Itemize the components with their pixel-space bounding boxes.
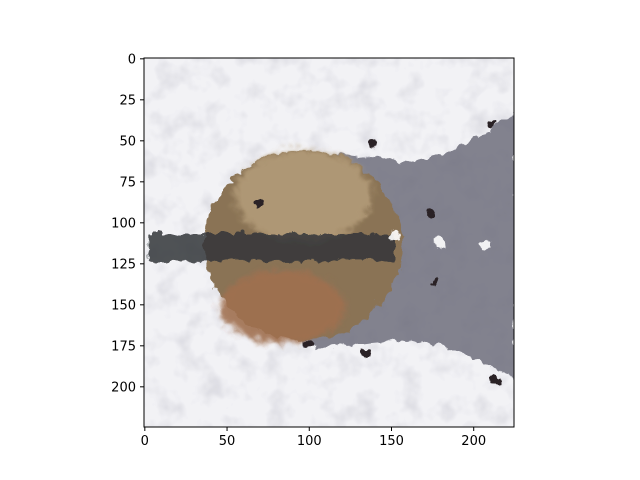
bright-glint <box>432 234 443 245</box>
x-tick-label: 50 <box>219 434 236 449</box>
y-tick-label: 150 <box>111 298 136 313</box>
y-tick-label: 125 <box>111 257 136 272</box>
y-tick-label: 50 <box>119 134 136 149</box>
dark-spot <box>251 195 262 204</box>
dark-spot <box>483 117 494 126</box>
dark-spot <box>365 136 376 145</box>
dark-spot <box>422 207 433 216</box>
dark-spot <box>488 374 499 383</box>
y-tick-label: 0 <box>128 52 136 67</box>
dark-spot <box>358 346 369 355</box>
x-tick-label: 0 <box>141 434 149 449</box>
bright-glint <box>386 227 397 238</box>
y-tick-label: 75 <box>119 175 136 190</box>
plot-frame <box>143 57 515 428</box>
upper-highlight <box>231 147 371 240</box>
dark-spot <box>427 276 438 285</box>
y-tick-label: 200 <box>111 380 136 395</box>
x-tick-label: 150 <box>379 434 404 449</box>
y-tick-label: 25 <box>119 93 136 108</box>
axes: 0 50 100 150 200 0 25 50 75 100 125 150 175 200 <box>111 52 515 449</box>
dark-spot <box>300 338 311 347</box>
image-content <box>144 58 514 427</box>
dark-stripe <box>144 231 392 259</box>
y-tick-label: 100 <box>111 216 136 231</box>
bright-glint <box>476 237 487 248</box>
y-tick-label: 175 <box>111 339 136 354</box>
x-tick-label: 100 <box>297 434 322 449</box>
x-tick-label: 200 <box>461 434 486 449</box>
lower-patch <box>217 268 343 341</box>
subject <box>144 108 514 383</box>
